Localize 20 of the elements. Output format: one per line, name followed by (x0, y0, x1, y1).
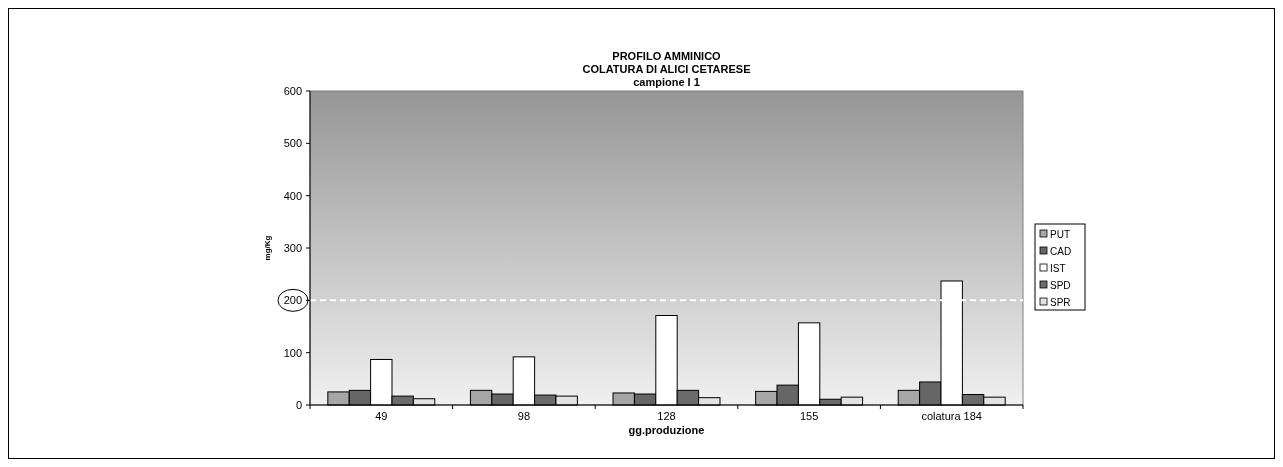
legend-label: CAD (1050, 245, 1072, 257)
x-tick-label: 128 (657, 410, 676, 422)
legend-label: IST (1050, 262, 1066, 274)
y-tick-label: 0 (295, 398, 302, 411)
x-tick-label: 155 (799, 410, 819, 422)
y-tick-label: 100 (283, 346, 302, 359)
x-tick-label: colatura 184 (921, 410, 982, 422)
y-axis-title: mg/Kg (263, 235, 272, 261)
x-tick-label: 49 (375, 410, 388, 422)
chart-subtitle: campione I 1 (633, 76, 700, 88)
y-tick-label: 300 (283, 241, 302, 254)
legend-label: PUT (1050, 228, 1070, 240)
x-tick-label: 98 (517, 410, 531, 422)
y-tick-label: 500 (283, 137, 302, 150)
x-axis-title: gg.produzione (628, 424, 705, 436)
legend-label: SPR (1050, 296, 1071, 308)
y-tick-label: 600 (283, 84, 302, 97)
y-tick-label: 400 (283, 189, 302, 202)
y-tick-label: 200 (283, 294, 302, 307)
legend-label: SPD (1050, 279, 1071, 291)
